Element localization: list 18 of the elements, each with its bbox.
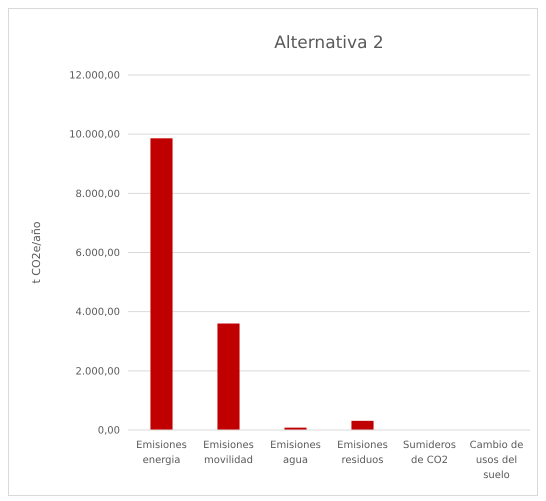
x-tick-label: Emisiones residuos bbox=[337, 440, 388, 466]
x-tick-label: Emisiones energia bbox=[136, 440, 187, 466]
x-tick-label: Emisiones movilidad bbox=[203, 440, 254, 466]
x-tick-label: Cambio de usos del suelo bbox=[470, 440, 524, 481]
x-tick-label: Emisiones agua bbox=[270, 440, 321, 466]
y-tick-label: 4.000,00 bbox=[75, 307, 120, 318]
y-tick-label: 10.000,00 bbox=[69, 130, 120, 141]
y-tick-label: 8.000,00 bbox=[75, 188, 120, 200]
y-tick-label: 12.000,00 bbox=[69, 70, 120, 82]
y-tick-label: 0,00 bbox=[98, 426, 120, 436]
y-axis-title: t CO2e/año bbox=[30, 221, 43, 284]
bar bbox=[217, 324, 240, 430]
x-tick-label: Sumideros de CO2 bbox=[403, 440, 456, 466]
bar bbox=[150, 138, 173, 430]
y-tick-label: 2.000,00 bbox=[75, 366, 120, 378]
bar bbox=[351, 420, 374, 430]
y-tick-label: 6.000,00 bbox=[75, 248, 120, 259]
chart-title: Alternativa 2 bbox=[274, 33, 384, 53]
